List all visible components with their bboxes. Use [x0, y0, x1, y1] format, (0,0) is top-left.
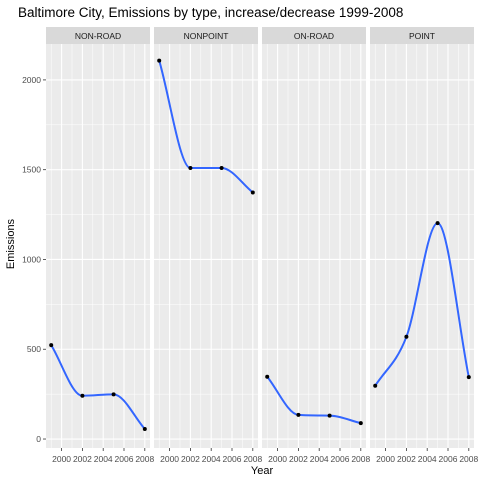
- facet-strip-label: NON-ROAD: [75, 31, 121, 41]
- data-point: [188, 165, 193, 170]
- panel-background: [46, 44, 150, 448]
- x-tick-label: 2000: [268, 454, 287, 464]
- facet-strip: [46, 27, 150, 44]
- data-point: [373, 383, 378, 388]
- chart-title: Baltimore City, Emissions by type, incre…: [18, 5, 403, 20]
- x-tick-label: 2000: [52, 454, 71, 464]
- y-axis: 0 500 1000 1500 2000: [22, 75, 46, 444]
- x-tick-label: 2006: [115, 454, 134, 464]
- x-tick-label: 2008: [351, 454, 370, 464]
- facet-on-road: ON-ROAD 2000 2002 2004 2006 2008: [262, 27, 371, 464]
- facet-nonpoint: NONPOINT 2000 2002 2004 2006 2008: [154, 27, 263, 464]
- data-point: [142, 427, 147, 432]
- series-line: [158, 60, 254, 194]
- panel-grid: [370, 44, 474, 448]
- data-point: [157, 58, 162, 63]
- facet-strip-label: POINT: [409, 31, 435, 41]
- x-tick-label: 2004: [94, 454, 113, 464]
- series-line: [50, 344, 146, 430]
- x-tick-label: 2002: [181, 454, 200, 464]
- facet-strip: [370, 27, 474, 44]
- x-tick-label: 2008: [459, 454, 478, 464]
- data-point: [296, 412, 301, 417]
- data-point: [466, 375, 471, 380]
- y-tick-label: 0: [36, 434, 41, 444]
- x-tick-label: 2004: [202, 454, 221, 464]
- facet-strip-label: NONPOINT: [184, 31, 229, 41]
- data-point: [80, 393, 85, 398]
- x-tick-label: 2000: [160, 454, 179, 464]
- x-axis-title: Year: [251, 465, 274, 477]
- x-tick-label: 2006: [223, 454, 242, 464]
- facet-non-road: NON-ROAD 2000 2002 2004 2006 2008: [46, 27, 155, 464]
- facet-strip-label: ON-ROAD: [294, 31, 334, 41]
- y-tick-label: 1000: [22, 254, 41, 264]
- series-line: [266, 376, 362, 425]
- y-tick-label: 2000: [22, 75, 41, 85]
- panel-background: [262, 44, 366, 448]
- facet-strip: [154, 27, 258, 44]
- data-point: [219, 165, 224, 170]
- data-point: [49, 343, 54, 348]
- y-tick-label: 500: [27, 344, 41, 354]
- x-tick-label: 2000: [376, 454, 395, 464]
- data-point: [265, 374, 270, 379]
- x-tick-label: 2006: [439, 454, 458, 464]
- x-tick-label: 2004: [310, 454, 329, 464]
- x-tick-label: 2002: [289, 454, 308, 464]
- data-point: [250, 190, 255, 195]
- facet-point: POINT 2000 2002 2004 2006 2008: [370, 27, 479, 464]
- x-tick-label: 2004: [418, 454, 437, 464]
- x-tick-label: 2006: [331, 454, 350, 464]
- x-tick-label: 2008: [135, 454, 154, 464]
- facet-strip: [262, 27, 366, 44]
- data-point: [404, 334, 409, 339]
- panel-grid: [154, 44, 258, 448]
- data-point: [435, 221, 440, 226]
- series-line: [374, 222, 470, 387]
- panel-background: [370, 44, 474, 448]
- x-tick-label: 2002: [397, 454, 416, 464]
- data-point: [358, 421, 363, 426]
- x-tick-label: 2002: [73, 454, 92, 464]
- x-tick-label: 2008: [243, 454, 262, 464]
- data-point: [111, 392, 116, 397]
- panel-grid: [262, 44, 366, 448]
- data-point: [327, 413, 332, 418]
- y-tick-label: 1500: [22, 165, 41, 175]
- y-axis-title: Emissions: [5, 218, 17, 269]
